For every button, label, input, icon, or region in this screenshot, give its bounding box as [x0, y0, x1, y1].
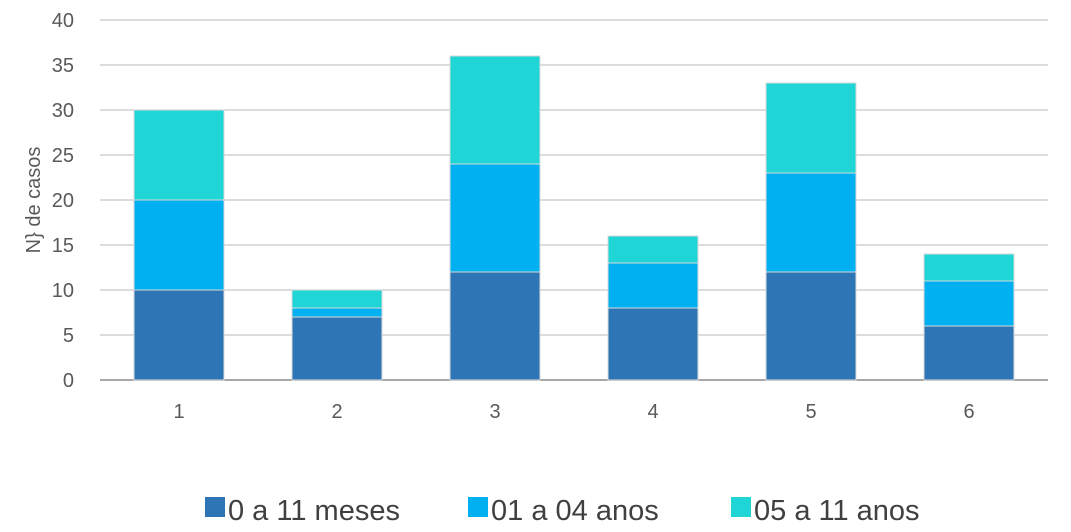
x-tick-label: 3	[489, 401, 500, 423]
gridlines	[100, 19, 1048, 381]
legend-swatch	[205, 497, 225, 517]
bar-segment	[133, 109, 225, 201]
bar-segment	[449, 271, 541, 381]
legend: 0 a 11 meses 01 a 04 anos 05 a 11 anos	[205, 495, 920, 527]
y-axis-ticks: 0 5 10 15 20 25 30 35 40	[52, 10, 74, 392]
bar-segment	[923, 280, 1015, 327]
x-tick-label: 4	[647, 401, 658, 423]
bar-segment	[133, 199, 225, 291]
x-tick-label: 2	[331, 401, 342, 423]
legend-label: 05 a 11 anos	[754, 495, 920, 527]
bar-segment	[291, 289, 383, 309]
bars	[133, 55, 1015, 381]
y-tick-label: 20	[52, 190, 74, 212]
x-axis-ticks: 1 2 3 4 5 6	[173, 401, 974, 423]
bar-segment	[765, 82, 857, 174]
x-tick-label: 6	[963, 401, 974, 423]
x-tick-label: 1	[173, 401, 184, 423]
legend-swatch	[731, 497, 751, 517]
bar-segment	[133, 289, 225, 381]
bar-segment	[923, 253, 1015, 282]
y-tick-label: 25	[52, 145, 74, 167]
bar-segment	[607, 307, 699, 381]
bar-segment	[765, 172, 857, 273]
y-tick-label: 0	[63, 370, 74, 392]
legend-swatch	[468, 497, 488, 517]
y-tick-label: 5	[63, 325, 74, 347]
bar-segment	[449, 55, 541, 165]
bar-segment	[291, 316, 383, 381]
bar-segment	[607, 235, 699, 264]
legend-label: 0 a 11 meses	[228, 495, 400, 527]
bar-segment	[923, 325, 1015, 381]
bar-segment	[607, 262, 699, 309]
y-tick-label: 15	[52, 235, 74, 257]
bar-segment	[765, 271, 857, 381]
x-tick-label: 5	[805, 401, 816, 423]
y-tick-label: 35	[52, 55, 74, 77]
y-axis-title: N} de casos	[23, 147, 45, 254]
legend-label: 01 a 04 anos	[491, 495, 659, 527]
bar-segment	[291, 307, 383, 318]
y-tick-label: 10	[52, 280, 74, 302]
y-tick-label: 40	[52, 10, 74, 32]
y-tick-label: 30	[52, 100, 74, 122]
bar-segment	[449, 163, 541, 273]
